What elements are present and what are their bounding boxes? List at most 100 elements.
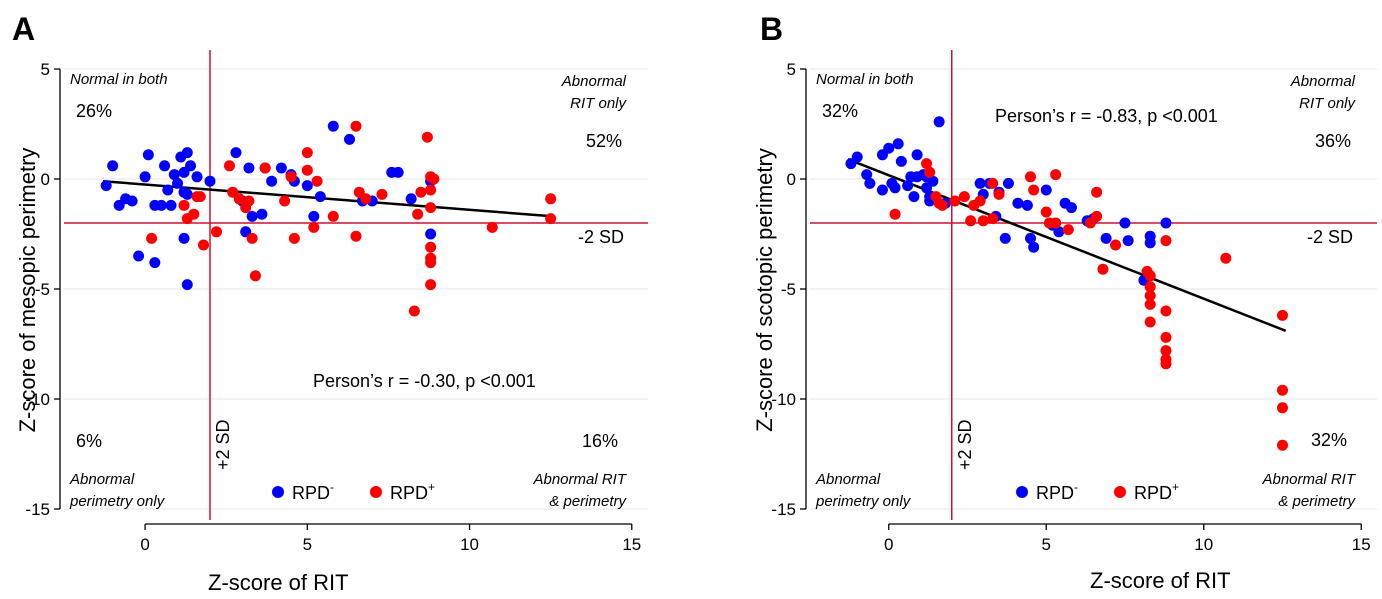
point-rpd-pos [1110,239,1122,251]
point-rpd-pos [486,221,498,233]
point-rpd-neg [392,166,404,178]
point-rpd-pos [974,195,986,207]
quadrant-label-top-left: Normal in both [70,71,168,88]
point-rpd-neg [1025,232,1036,244]
x-tick-label: 15 [1352,535,1371,554]
x-tick-label: 10 [460,535,479,554]
point-rpd-pos [921,158,933,170]
quadrant-pct-top-left: 26% [76,101,112,121]
panel-a: A 5 0 -5 -10 -15 0 5 10 15 Z-score of RIT Z-scor… [12,11,648,595]
y-tick-label: -15 [771,500,796,519]
point-rpd-neg [1100,232,1112,244]
point-rpd-neg [999,232,1011,244]
point-rpd-neg [246,210,258,222]
point-rpd-pos [1160,358,1172,370]
point-rpd-pos [223,160,235,172]
point-rpd-neg [1053,226,1065,238]
point-rpd-pos [936,199,948,211]
legend-label-rpd-pos: RPD+ [1134,480,1179,503]
legend-text-base: RPD [1036,483,1074,503]
point-rpd-pos [1025,171,1036,183]
point-rpd-pos [1277,384,1288,396]
legend-label-rpd-neg: RPD- [1036,480,1078,503]
point-rpd-pos [327,210,339,222]
point-rpd-pos [545,193,557,205]
ref-x-label: +2 SD [955,419,975,470]
axes: 5 0 -5 -10 -15 0 5 10 15 [771,60,1370,554]
point-rpd-neg [181,147,193,159]
quadrant-pct-bottom-right: 16% [582,431,618,451]
point-rpd-pos [545,213,557,225]
x-tick-label: 5 [1042,535,1051,554]
point-rpd-pos [987,177,999,189]
data-points [845,116,1288,451]
point-rpd-pos [279,195,291,207]
x-tick-label: 0 [884,535,893,554]
point-rpd-pos [350,230,362,242]
data-points [100,120,557,317]
point-rpd-pos [949,195,961,207]
point-rpd-neg [1002,177,1014,189]
point-rpd-pos [412,208,424,220]
point-rpd-pos [1220,252,1232,264]
point-rpd-pos [1144,316,1156,328]
point-rpd-neg [927,175,939,187]
point-rpd-pos [308,221,320,233]
point-rpd-pos [425,279,437,291]
y-tick-label: -15 [25,500,50,519]
point-rpd-pos [1050,217,1062,229]
point-rpd-pos [1050,169,1062,181]
point-rpd-pos [1028,184,1040,196]
point-rpd-pos [194,191,206,203]
point-rpd-neg [889,182,901,194]
point-rpd-neg [902,180,914,192]
y-tick-label: -10 [771,390,796,409]
point-rpd-pos [987,213,999,225]
legend-label-rpd-neg: RPD- [292,480,334,503]
point-rpd-neg [230,147,242,159]
point-rpd-pos [965,215,977,227]
point-rpd-pos [1144,290,1156,302]
x-axis-label: Z-score of RIT [1090,568,1231,593]
legend-text-sup: + [1172,480,1179,494]
quadrant-label-top-left: Normal in both [816,71,914,88]
point-rpd-pos [376,188,388,200]
axes: 5 0 -5 -10 -15 0 5 10 15 [25,60,641,554]
point-rpd-pos [408,305,420,317]
point-rpd-neg [911,149,923,161]
legend-text-base: RPD [292,483,330,503]
y-tick-label: 0 [41,170,50,189]
point-rpd-pos [425,257,437,269]
y-tick-label: -5 [781,280,796,299]
panel-letter: A [12,11,35,47]
point-rpd-pos [1144,281,1156,293]
point-rpd-pos [1062,224,1074,236]
legend-text-sup: + [428,480,435,494]
quadrant-label-bottom-right-1: Abnormal RIT [532,471,627,488]
quadrant-label-bottom-left-2: perimetry only [815,493,912,510]
point-rpd-pos [259,162,271,174]
point-rpd-pos [1277,402,1288,414]
point-rpd-neg [1021,199,1033,211]
point-rpd-neg [908,191,920,203]
legend-marker-rpd-neg [272,486,284,498]
point-rpd-neg [168,169,180,181]
point-rpd-pos [301,164,313,176]
quadrant-label-bottom-right-2: & perimetry [1278,493,1356,510]
point-rpd-pos [246,232,258,244]
point-rpd-pos [415,186,427,198]
correlation-annotation: Person’s r = -0.30, p <0.001 [313,371,536,391]
point-rpd-neg [895,155,907,167]
point-rpd-pos [146,232,158,244]
point-rpd-neg [861,169,873,181]
quadrant-pct-top-left: 32% [822,101,858,121]
legend: RPD- RPD + [272,480,435,503]
quadrant-label-bottom-right-2: & perimetry [549,493,627,510]
point-rpd-pos [285,171,297,183]
point-rpd-pos [1160,305,1172,317]
point-rpd-pos [1040,206,1052,218]
point-rpd-neg [275,162,287,174]
legend-text-base: RPD [1134,483,1172,503]
legend: RPD- RPD+ [1016,480,1179,503]
point-rpd-pos [924,166,936,178]
